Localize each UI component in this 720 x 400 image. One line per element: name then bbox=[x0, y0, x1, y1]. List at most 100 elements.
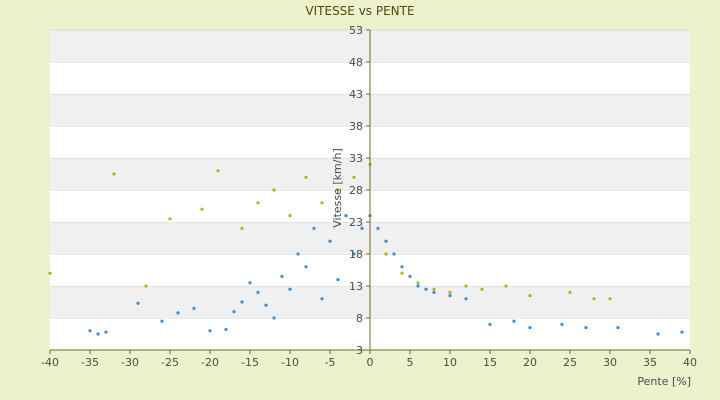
data-point bbox=[416, 284, 420, 288]
x-tick-label: -35 bbox=[81, 356, 99, 369]
data-point bbox=[448, 294, 452, 298]
y-tick-label: 33 bbox=[349, 152, 363, 165]
data-point bbox=[448, 290, 452, 294]
y-tick-label: 28 bbox=[349, 184, 363, 197]
data-point bbox=[48, 271, 52, 275]
data-point bbox=[344, 214, 348, 218]
data-point bbox=[176, 311, 180, 315]
data-point bbox=[416, 281, 420, 285]
data-point bbox=[168, 217, 172, 221]
data-point bbox=[192, 306, 196, 310]
data-point bbox=[208, 329, 212, 333]
data-point bbox=[376, 226, 380, 230]
data-point bbox=[88, 329, 92, 333]
data-point bbox=[136, 301, 140, 305]
y-tick-label: 43 bbox=[349, 88, 363, 101]
x-tick-label: 35 bbox=[643, 356, 657, 369]
data-point bbox=[616, 326, 620, 330]
data-point bbox=[432, 287, 436, 291]
y-tick-label: 8 bbox=[356, 312, 363, 325]
x-tick-label: 0 bbox=[367, 356, 374, 369]
data-point bbox=[256, 290, 260, 294]
data-point bbox=[592, 297, 596, 301]
x-tick-label: 5 bbox=[407, 356, 414, 369]
data-point bbox=[280, 274, 284, 278]
data-point bbox=[264, 303, 268, 307]
data-point bbox=[488, 322, 492, 326]
data-point bbox=[336, 188, 340, 192]
data-point bbox=[200, 207, 204, 211]
x-tick-label: 25 bbox=[563, 356, 577, 369]
data-point bbox=[240, 226, 244, 230]
data-point bbox=[400, 271, 404, 275]
data-point bbox=[480, 287, 484, 291]
data-point bbox=[512, 319, 516, 323]
x-tick-labels: -40 -35 -30 -25 -20 -15 -10 -5 0 5 10 15 20 25 30 35 40 bbox=[41, 350, 697, 369]
data-point bbox=[296, 252, 300, 256]
x-tick-label: -25 bbox=[161, 356, 179, 369]
x-tick-label: 20 bbox=[523, 356, 537, 369]
data-point bbox=[216, 169, 220, 173]
data-point bbox=[392, 252, 396, 256]
data-point bbox=[320, 297, 324, 301]
data-point bbox=[464, 297, 468, 301]
x-tick-label: -15 bbox=[241, 356, 259, 369]
data-point bbox=[248, 281, 252, 285]
data-point bbox=[352, 252, 356, 256]
data-point bbox=[224, 327, 228, 332]
data-point bbox=[464, 284, 468, 288]
y-tick-label: 23 bbox=[349, 216, 363, 229]
y-tick-label: 48 bbox=[349, 56, 363, 69]
data-point bbox=[384, 252, 388, 256]
data-point bbox=[400, 265, 404, 269]
data-point bbox=[272, 316, 276, 320]
data-point bbox=[584, 326, 588, 330]
data-point bbox=[112, 172, 116, 176]
data-point bbox=[560, 322, 564, 326]
y-tick-label: 38 bbox=[349, 120, 363, 133]
data-point bbox=[288, 214, 292, 218]
data-points bbox=[48, 162, 684, 336]
y-tick-label: 3 bbox=[356, 344, 363, 357]
data-point bbox=[288, 287, 292, 291]
data-point bbox=[328, 239, 332, 243]
data-point bbox=[432, 290, 436, 294]
chart-title: VITESSE vs PENTE bbox=[305, 4, 414, 18]
data-point bbox=[320, 201, 324, 205]
data-point bbox=[424, 287, 428, 291]
data-point bbox=[304, 175, 308, 179]
x-tick-label: 15 bbox=[483, 356, 497, 369]
y-axis-title: Vitesse [km/h] bbox=[331, 148, 344, 228]
x-tick-label: -10 bbox=[281, 356, 299, 369]
y-tick-label: 53 bbox=[349, 24, 363, 37]
y-tick-label: 13 bbox=[349, 280, 363, 293]
x-tick-label: 40 bbox=[683, 356, 697, 369]
data-point bbox=[104, 330, 108, 334]
data-point bbox=[656, 332, 660, 336]
data-point bbox=[528, 294, 532, 298]
data-point bbox=[304, 265, 308, 269]
data-point bbox=[504, 284, 508, 288]
data-point bbox=[408, 274, 412, 278]
data-point bbox=[568, 290, 572, 294]
data-point bbox=[312, 226, 316, 230]
data-point bbox=[528, 326, 532, 330]
x-axis-title: Pente [%] bbox=[637, 375, 691, 388]
data-point bbox=[232, 310, 236, 314]
data-point bbox=[680, 330, 684, 334]
y-tick-label: 18 bbox=[349, 248, 363, 261]
data-point bbox=[360, 226, 364, 230]
data-point bbox=[144, 284, 148, 288]
data-point bbox=[272, 188, 276, 192]
x-tick-label: -20 bbox=[201, 356, 219, 369]
x-tick-label: -40 bbox=[41, 356, 59, 369]
data-point bbox=[96, 332, 100, 336]
data-point bbox=[160, 319, 164, 323]
data-point bbox=[256, 201, 260, 205]
x-tick-label: -5 bbox=[325, 356, 336, 369]
data-point bbox=[608, 297, 612, 301]
data-point bbox=[336, 278, 340, 282]
